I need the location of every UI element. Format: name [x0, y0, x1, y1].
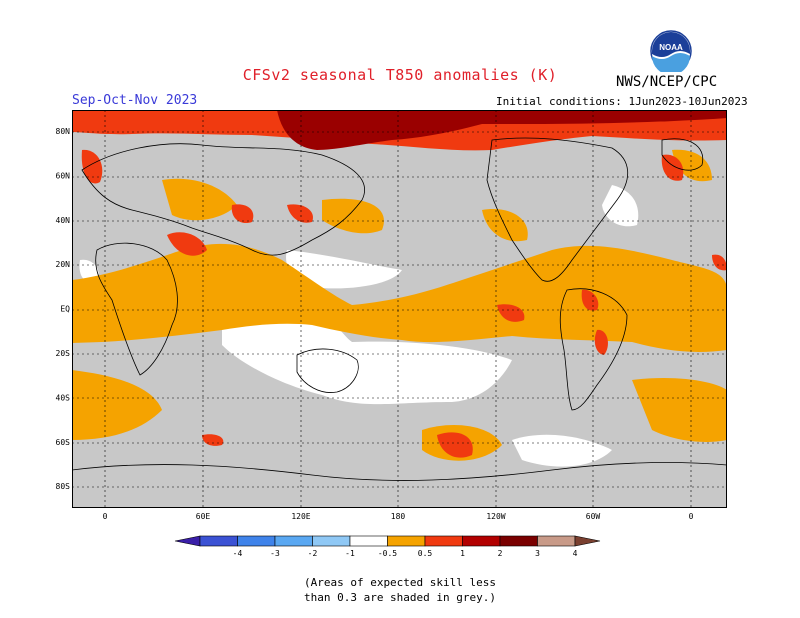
colorbar-cell: [387, 535, 426, 547]
coastlines: [72, 137, 727, 481]
colorbar-cell: [537, 535, 576, 547]
lon-label: 0: [689, 512, 694, 521]
lon-label: 60E: [196, 512, 211, 521]
colorbar-cell: [349, 535, 388, 547]
colorbar-cell: [274, 535, 313, 547]
lon-label: 0: [103, 512, 108, 521]
colorbar-label: -0.5: [378, 549, 397, 558]
colorbar-label: -2: [308, 549, 318, 558]
colorbar-cell: [424, 535, 463, 547]
noaa-logo-icon: NOAA: [650, 30, 692, 72]
lat-label: 60N: [56, 171, 71, 180]
colorbar: -4 -3 -2 -1 -0.5 0.5 1 2 3 4: [174, 535, 601, 558]
colorbar-label: 1: [460, 549, 465, 558]
lat-label: 80N: [56, 127, 71, 136]
colorbar-low-arrow: [174, 535, 201, 547]
map-frame: [72, 110, 727, 508]
lon-label: 120E: [291, 512, 310, 521]
colorbar-cell: [462, 535, 501, 547]
map-title: CFSv2 seasonal T850 anomalies (K): [242, 66, 558, 84]
colorbar-label: 4: [573, 549, 578, 558]
initial-conditions-label: Initial conditions: 1Jun2023-10Jun2023: [496, 95, 748, 108]
footnote-line-1: (Areas of expected skill less: [303, 576, 497, 589]
lon-label: 60W: [586, 512, 601, 521]
colorbar-label: 3: [535, 549, 540, 558]
lat-label: 80S: [56, 482, 71, 491]
colorbar-high-arrow: [574, 535, 601, 547]
colorbar-label: -1: [345, 549, 355, 558]
lat-label: 40S: [56, 393, 71, 402]
lon-label: 120W: [486, 512, 505, 521]
anomaly-2-3-regions: [277, 110, 727, 150]
colorbar-label: 2: [498, 549, 503, 558]
noaa-logo-text: NOAA: [659, 43, 683, 52]
lat-label: 60S: [56, 438, 71, 447]
colorbar-cell: [237, 535, 276, 547]
anomaly-map: [72, 110, 727, 508]
lat-label: 20S: [56, 349, 71, 358]
agency-label: NWS/NCEP/CPC: [616, 74, 718, 90]
lat-label: EQ: [60, 305, 70, 314]
grid-lines: [72, 110, 727, 508]
colorbar-cell: [312, 535, 351, 547]
footnote-line-2: than 0.3 are shaded in grey.): [303, 591, 497, 604]
colorbar-label: 0.5: [418, 549, 433, 558]
lat-label: 40N: [56, 216, 71, 225]
lat-label: 20N: [56, 260, 71, 269]
colorbar-cell: [499, 535, 538, 547]
colorbar-cell: [199, 535, 238, 547]
season-label: Sep-Oct-Nov 2023: [72, 93, 198, 108]
colorbar-label: -3: [270, 549, 280, 558]
lon-label: 180: [391, 512, 406, 521]
latitude-axis: 80N 60N 40N 20N EQ 20S 40S 60S 80S: [56, 127, 71, 491]
longitude-axis: 0 60E 120E 180 120W 60W 0: [103, 512, 694, 521]
colorbar-label: -4: [233, 549, 243, 558]
